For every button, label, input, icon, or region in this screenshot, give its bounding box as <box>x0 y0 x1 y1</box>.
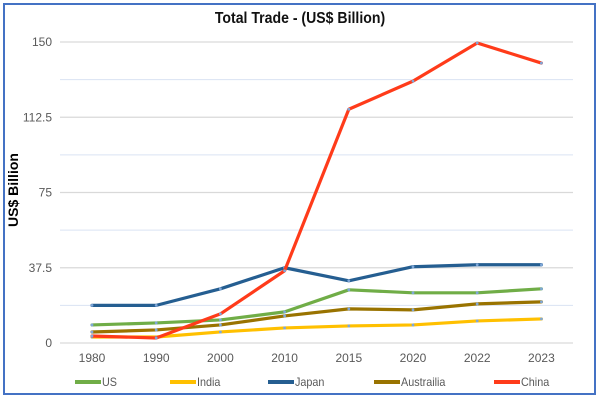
series-china <box>90 41 544 340</box>
data-point <box>540 317 543 321</box>
chart-title: Total Trade - (US$ Billion) <box>214 10 386 27</box>
data-point <box>347 279 351 283</box>
data-point <box>219 312 222 316</box>
x-tick-label: 2023 <box>528 351 555 365</box>
data-point <box>475 41 479 45</box>
series-line-us <box>90 287 544 327</box>
data-point <box>283 269 286 273</box>
data-point <box>411 323 415 327</box>
data-point <box>540 61 543 65</box>
x-tick-label: 2022 <box>464 351 491 365</box>
data-point <box>90 303 94 307</box>
x-tick-label: 1980 <box>79 351 106 365</box>
chart-frame <box>3 3 596 395</box>
legend-swatch <box>75 380 101 384</box>
legend-item-japan: Japan <box>268 372 328 392</box>
series-us <box>90 287 544 327</box>
data-point <box>540 300 543 304</box>
legend-item-china: China <box>494 372 552 392</box>
data-point <box>283 326 286 330</box>
data-point <box>154 321 158 325</box>
x-tick-label: 2000 <box>207 351 234 365</box>
legend-item-austrailia: Austrailia <box>374 372 450 392</box>
x-tick-label: 2010 <box>271 351 298 365</box>
data-point <box>475 302 479 306</box>
legend-label: China <box>521 375 550 389</box>
data-point <box>154 303 158 307</box>
legend-label: India <box>197 375 221 389</box>
data-point <box>347 288 351 292</box>
y-tick-label: 75 <box>39 186 53 200</box>
data-point <box>347 307 351 311</box>
data-point <box>411 308 415 312</box>
series-india <box>90 317 544 339</box>
legend: US India Japan Austrailia China <box>0 372 600 392</box>
legend-item-us: US <box>75 372 119 392</box>
y-tick-label: 37.5 <box>29 261 53 275</box>
x-tick-labels: 1980 1990 2000 2010 2015 2020 2022 2023 <box>79 351 555 365</box>
y-tick-labels: 0 37.5 75 112.5 150 <box>23 35 52 350</box>
series-austrailia <box>90 300 544 334</box>
data-point <box>219 318 222 322</box>
x-tick-label: 2015 <box>335 351 362 365</box>
y-tick-label: 0 <box>45 336 52 350</box>
data-point <box>90 330 94 334</box>
data-point <box>154 328 158 332</box>
legend-item-india: India <box>170 372 223 392</box>
data-point <box>475 291 479 295</box>
data-point <box>219 330 222 334</box>
data-point <box>347 324 351 328</box>
data-point <box>283 314 286 318</box>
legend-swatch <box>268 380 294 384</box>
series-line-japan <box>90 263 544 307</box>
data-point <box>90 323 94 327</box>
data-point <box>219 323 222 327</box>
y-tick-label: 112.5 <box>23 110 52 124</box>
data-point <box>475 263 479 267</box>
legend-swatch <box>374 380 400 384</box>
data-point <box>540 263 543 267</box>
data-point <box>219 287 222 291</box>
data-point <box>411 291 415 295</box>
legend-label: US <box>102 375 118 389</box>
data-point <box>154 336 158 340</box>
data-point <box>411 265 415 269</box>
x-tick-label: 1990 <box>143 351 170 365</box>
legend-swatch <box>170 380 196 384</box>
series-lines <box>90 41 544 340</box>
data-point <box>283 310 286 314</box>
data-point <box>540 287 543 291</box>
data-point <box>90 334 94 338</box>
x-tick-label: 2020 <box>400 351 427 365</box>
legend-label: Japan <box>295 375 325 389</box>
data-point <box>475 319 479 323</box>
legend-swatch <box>494 380 520 384</box>
data-point <box>347 107 351 111</box>
legend-label: Austrailia <box>401 375 446 389</box>
data-point <box>411 79 415 83</box>
series-line-austrailia <box>90 300 544 334</box>
y-tick-label: 150 <box>32 35 52 49</box>
series-line-china <box>90 41 544 340</box>
series-line-india <box>90 317 544 339</box>
